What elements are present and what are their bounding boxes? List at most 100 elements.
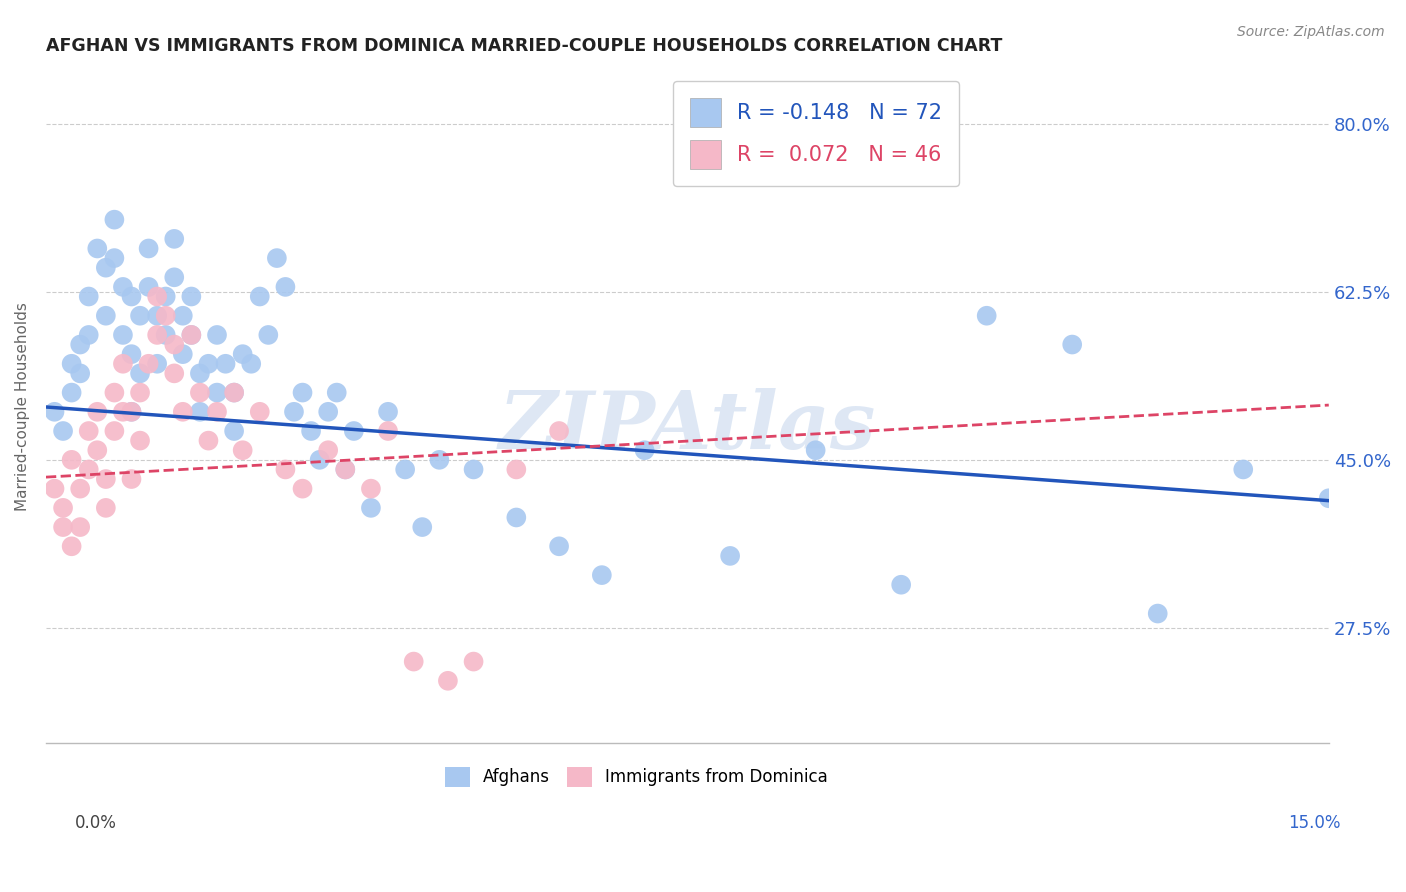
Point [163, 337, 186, 351]
Point [205, 327, 228, 342]
Point [94, 260, 117, 275]
Point [163, 270, 186, 285]
Point [146, 289, 169, 303]
Point [111, 405, 134, 419]
Point [197, 434, 219, 448]
Point [804, 443, 827, 458]
Point [299, 424, 322, 438]
Point [249, 405, 271, 419]
Point [163, 232, 186, 246]
Point [129, 367, 152, 381]
Point [463, 462, 485, 476]
Point [121, 289, 143, 303]
Y-axis label: Married-couple Households: Married-couple Households [15, 302, 30, 511]
Point [224, 385, 246, 400]
Point [274, 280, 297, 294]
Point [69, 337, 91, 351]
Point [188, 385, 211, 400]
Point [163, 367, 186, 381]
Point [155, 327, 177, 342]
Point [103, 251, 125, 265]
Point [121, 405, 143, 419]
Point [890, 578, 912, 592]
Point [138, 242, 160, 256]
Point [240, 357, 263, 371]
Point [377, 405, 399, 419]
Point [111, 327, 134, 342]
Point [86, 443, 108, 458]
Point [180, 327, 202, 342]
Point [52, 520, 75, 534]
Point [1062, 337, 1084, 351]
Point [103, 385, 125, 400]
Point [205, 385, 228, 400]
Point [214, 357, 236, 371]
Text: 15.0%: 15.0% [1288, 814, 1341, 831]
Point [111, 357, 134, 371]
Point [266, 251, 288, 265]
Point [188, 367, 211, 381]
Point [60, 453, 83, 467]
Point [103, 424, 125, 438]
Point [77, 289, 100, 303]
Point [1317, 491, 1340, 506]
Point [172, 309, 194, 323]
Point [291, 385, 314, 400]
Point [197, 357, 219, 371]
Point [316, 443, 339, 458]
Point [121, 472, 143, 486]
Point [249, 289, 271, 303]
Text: AFGHAN VS IMMIGRANTS FROM DOMINICA MARRIED-COUPLE HOUSEHOLDS CORRELATION CHART: AFGHAN VS IMMIGRANTS FROM DOMINICA MARRI… [46, 37, 1002, 55]
Point [77, 424, 100, 438]
Point [1146, 607, 1168, 621]
Point [377, 424, 399, 438]
Point [86, 405, 108, 419]
Point [138, 357, 160, 371]
Point [60, 385, 83, 400]
Point [548, 424, 571, 438]
Point [60, 539, 83, 553]
Point [146, 357, 169, 371]
Point [205, 405, 228, 419]
Point [111, 280, 134, 294]
Text: ZIPAtlas: ZIPAtlas [499, 388, 876, 466]
Point [427, 453, 450, 467]
Point [86, 242, 108, 256]
Point [232, 443, 254, 458]
Point [129, 385, 152, 400]
Point [718, 549, 741, 563]
Point [274, 462, 297, 476]
Legend: Afghans, Immigrants from Dominica: Afghans, Immigrants from Dominica [436, 758, 837, 796]
Point [505, 510, 527, 524]
Point [224, 424, 246, 438]
Point [129, 434, 152, 448]
Point [976, 309, 998, 323]
Point [138, 280, 160, 294]
Point [180, 289, 202, 303]
Text: Source: ZipAtlas.com: Source: ZipAtlas.com [1237, 25, 1385, 39]
Point [94, 309, 117, 323]
Point [335, 462, 357, 476]
Point [69, 520, 91, 534]
Point [308, 453, 330, 467]
Point [224, 385, 246, 400]
Point [52, 424, 75, 438]
Point [548, 539, 571, 553]
Point [69, 482, 91, 496]
Point [343, 424, 366, 438]
Point [180, 327, 202, 342]
Point [52, 500, 75, 515]
Point [103, 212, 125, 227]
Point [633, 443, 655, 458]
Point [437, 673, 460, 688]
Point [188, 405, 211, 419]
Point [394, 462, 416, 476]
Point [129, 309, 152, 323]
Point [146, 309, 169, 323]
Point [360, 500, 382, 515]
Point [172, 405, 194, 419]
Text: 0.0%: 0.0% [75, 814, 117, 831]
Point [121, 347, 143, 361]
Point [44, 482, 66, 496]
Point [232, 347, 254, 361]
